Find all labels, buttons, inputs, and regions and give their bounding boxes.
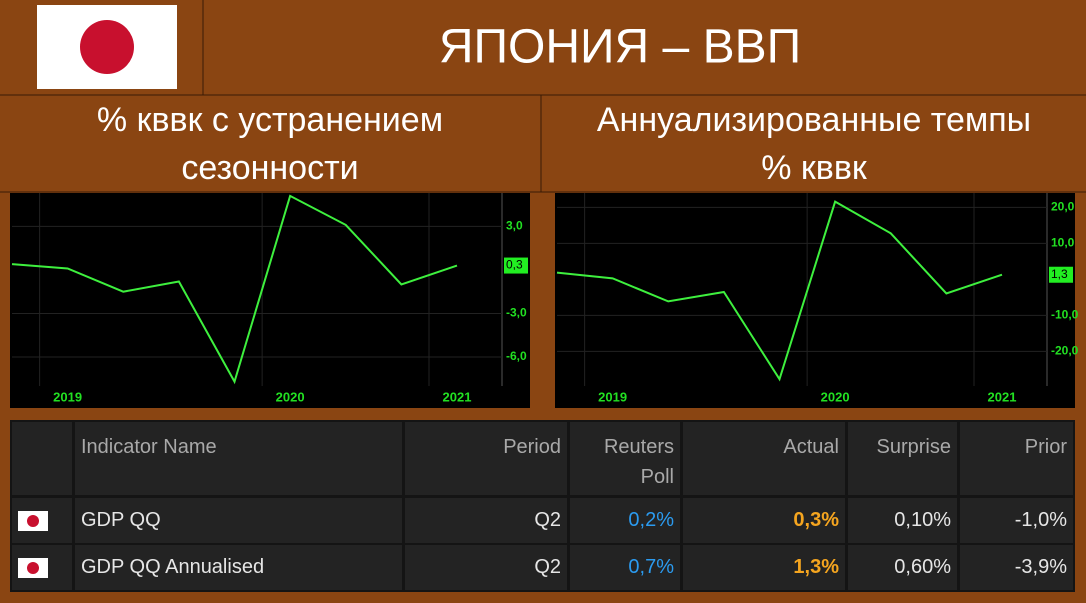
value-label: 1,3 <box>1051 267 1068 281</box>
table-cell: Q2 <box>405 545 567 590</box>
x-tick-label: 2020 <box>821 389 850 404</box>
flag-sun <box>80 20 134 74</box>
flag-cell <box>12 498 72 543</box>
line <box>556 200 1003 382</box>
flag-cell <box>12 545 72 590</box>
flag <box>18 510 48 531</box>
table-cell: 1,3% <box>683 545 845 590</box>
value-label-bg <box>1049 266 1073 283</box>
y-tick-label: -10,0 <box>1051 308 1079 322</box>
value-label: 0,3 <box>506 258 523 272</box>
table-cell: 0,3% <box>683 498 845 543</box>
line <box>11 194 458 385</box>
value-label-bg <box>504 257 528 274</box>
table-cell: -3,9% <box>960 545 1073 590</box>
y-tick-label: 20,0 <box>1051 200 1075 214</box>
chart-bg <box>10 193 530 408</box>
header-cell: Reuters Poll <box>570 422 680 495</box>
header-cell: Period <box>405 422 567 495</box>
table-cell: GDP QQ <box>75 498 402 543</box>
page-title: ЯПОНИЯ – ВВП <box>439 21 801 74</box>
flag <box>18 557 48 578</box>
table-cell: 0,60% <box>848 545 957 590</box>
chart-title: сезонности <box>181 149 358 187</box>
chart-title: % кввк с устранением <box>97 101 443 139</box>
chart-title: % кввк <box>761 149 868 187</box>
header-cell: Surprise <box>848 422 957 495</box>
table-cell: 0,10% <box>848 498 957 543</box>
table: Indicator Name Period Reuters Poll Actual Su… <box>10 420 1075 592</box>
x-tick-label: 2019 <box>598 389 627 404</box>
table-cell: 0,7% <box>570 545 680 590</box>
y-tick-label: 3,0 <box>506 219 523 233</box>
y-tick-label: -20,0 <box>1051 344 1079 358</box>
top: ЯПОНИЯ – ВВП % кввк с устранением сезонно… <box>0 0 1086 408</box>
x-tick-label: 2021 <box>443 389 472 404</box>
x-tick-label: 2020 <box>276 389 305 404</box>
y-tick-label: -3,0 <box>506 306 527 320</box>
header-cell: Actual <box>683 422 845 495</box>
chart-title: Аннуализированные темпы <box>597 101 1031 139</box>
x-tick-label: 2021 <box>988 389 1017 404</box>
header-cell: Indicator Name <box>75 422 402 495</box>
table-cell: Q2 <box>405 498 567 543</box>
header-cell: Prior <box>960 422 1073 495</box>
y-tick-label: -6,0 <box>506 349 527 363</box>
x-tick-label: 2019 <box>53 389 82 404</box>
y-tick-label: 10,0 <box>1051 236 1075 250</box>
chart-bg <box>555 193 1075 408</box>
table-cell: 0,2% <box>570 498 680 543</box>
table-cell: -1,0% <box>960 498 1073 543</box>
table-cell: GDP QQ Annualised <box>75 545 402 590</box>
header-cell <box>12 422 72 495</box>
